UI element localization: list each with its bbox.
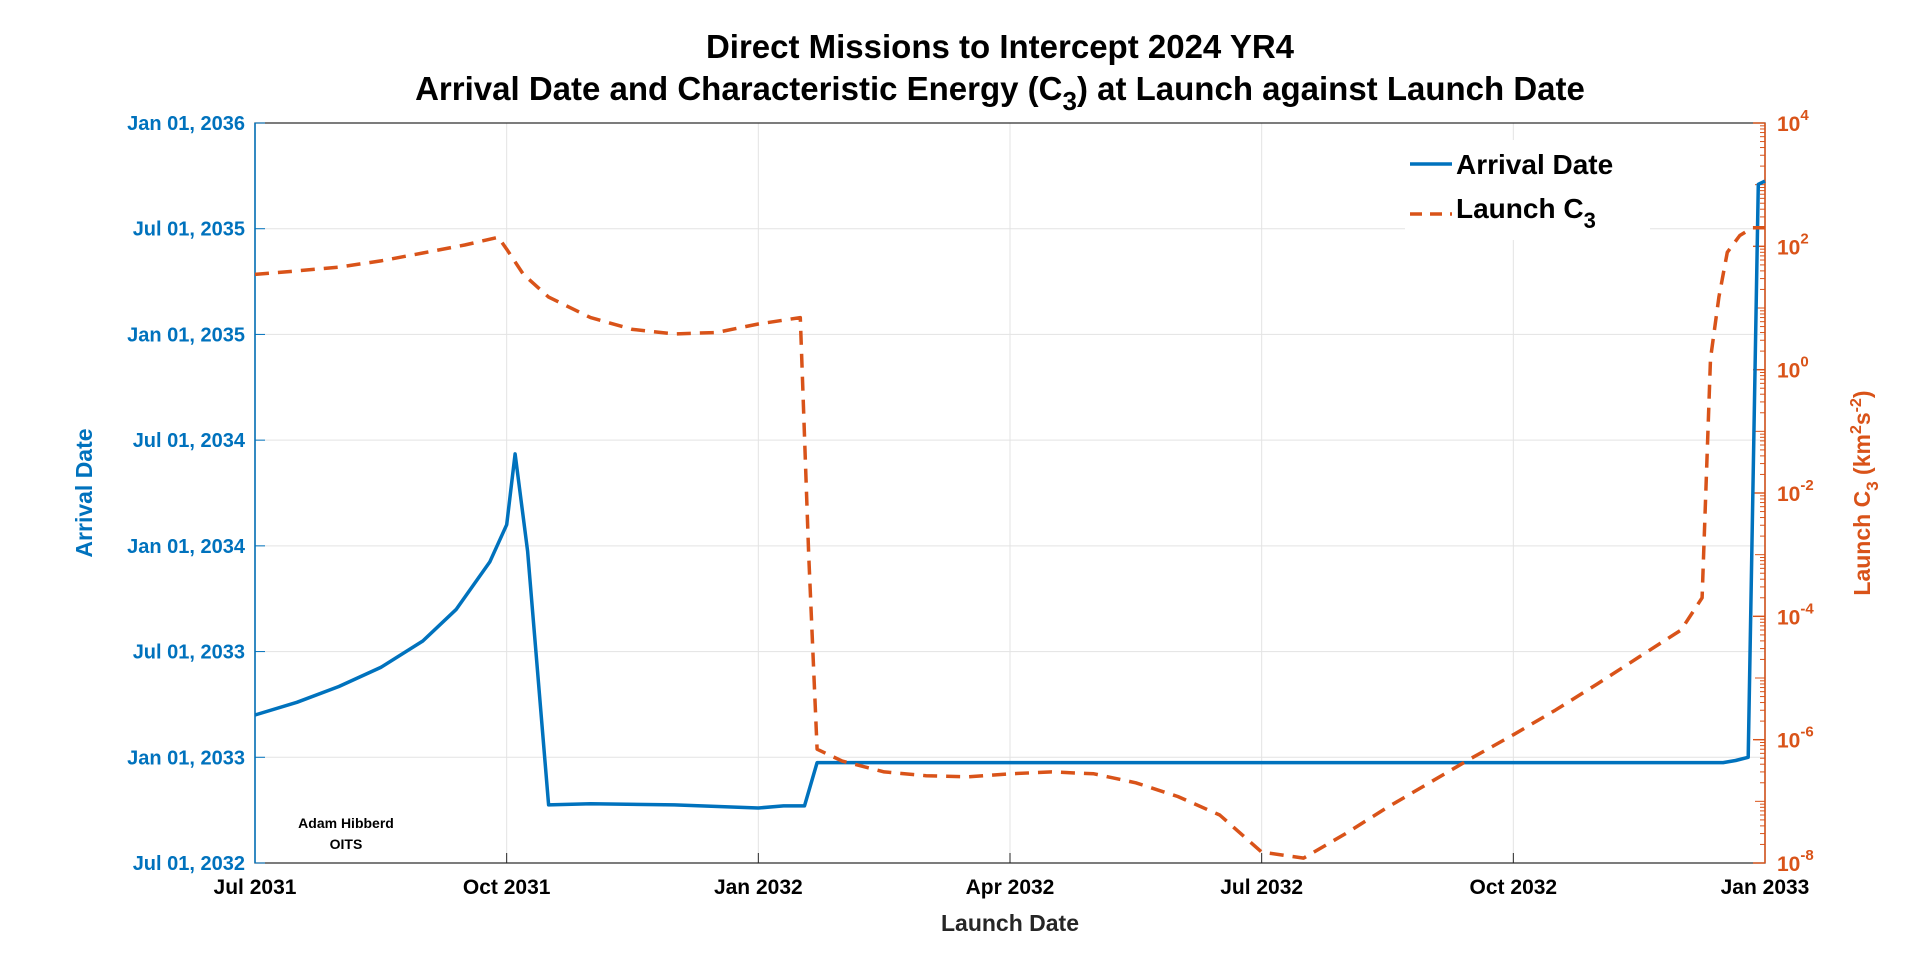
x-tick-label: Jul 2032 bbox=[1220, 876, 1303, 899]
x-axis-ticks: Jul 2031 Oct 2031 Jan 2032 Apr 2032 Jul 2032… bbox=[214, 853, 1810, 899]
chart-title: Direct Missions to Intercept 2024 YR4 bbox=[706, 28, 1295, 65]
left-tick-label: Jan 01, 2035 bbox=[127, 324, 245, 346]
right-axis-ticks: 10-8 10-6 10-4 10-2 100 102 104 bbox=[1753, 107, 1814, 876]
legend: Arrival Date Launch C3 bbox=[1405, 140, 1650, 240]
credit-author: Adam Hibberd bbox=[298, 815, 394, 831]
x-tick-label: Jan 2033 bbox=[1721, 876, 1810, 899]
series-layer bbox=[254, 179, 1766, 860]
right-tick-label: 10-2 bbox=[1777, 477, 1814, 506]
right-tick-label: 10-8 bbox=[1777, 847, 1814, 876]
series-arrival-date-line bbox=[254, 179, 1766, 810]
chart-subtitle: Arrival Date and Characteristic Energy (… bbox=[415, 70, 1585, 116]
right-tick-label: 104 bbox=[1777, 107, 1809, 136]
x-tick-label: Jul 2031 bbox=[214, 876, 297, 899]
left-tick-label: Jan 01, 2034 bbox=[127, 536, 246, 558]
x-tick-label: Oct 2031 bbox=[463, 876, 551, 899]
x-tick-label: Apr 2032 bbox=[966, 876, 1055, 899]
right-axis-label: Launch C3 (km2s-2) bbox=[1848, 390, 1882, 595]
legend-label-c3: Launch C3 bbox=[1456, 193, 1596, 233]
legend-label-arrival: Arrival Date bbox=[1456, 149, 1613, 180]
right-tick-label: 100 bbox=[1777, 354, 1809, 383]
left-tick-label: Jul 01, 2035 bbox=[133, 219, 245, 241]
credit-org: OITS bbox=[330, 836, 363, 852]
x-axis-label: Launch Date bbox=[941, 910, 1079, 936]
left-tick-label: Jan 01, 2033 bbox=[127, 747, 245, 769]
left-tick-label: Jan 01, 2036 bbox=[127, 113, 245, 135]
series-launch-c3-line bbox=[254, 226, 1765, 860]
right-tick-label: 10-4 bbox=[1777, 600, 1814, 629]
x-tick-label: Oct 2032 bbox=[1470, 876, 1558, 899]
left-tick-label: Jul 01, 2034 bbox=[133, 430, 246, 452]
right-tick-label: 102 bbox=[1777, 230, 1809, 259]
right-tick-label: 10-6 bbox=[1777, 724, 1814, 753]
left-tick-label: Jul 01, 2032 bbox=[133, 853, 245, 875]
left-tick-label: Jul 01, 2033 bbox=[133, 642, 245, 664]
left-axis-label: Arrival Date bbox=[71, 428, 97, 557]
left-axis-ticks: Jul 01, 2032 Jan 01, 2033 Jul 01, 2033 Jan … bbox=[127, 113, 265, 875]
legend-box bbox=[1405, 140, 1650, 240]
x-tick-label: Jan 2032 bbox=[714, 876, 803, 899]
grid-lines bbox=[255, 123, 1765, 863]
